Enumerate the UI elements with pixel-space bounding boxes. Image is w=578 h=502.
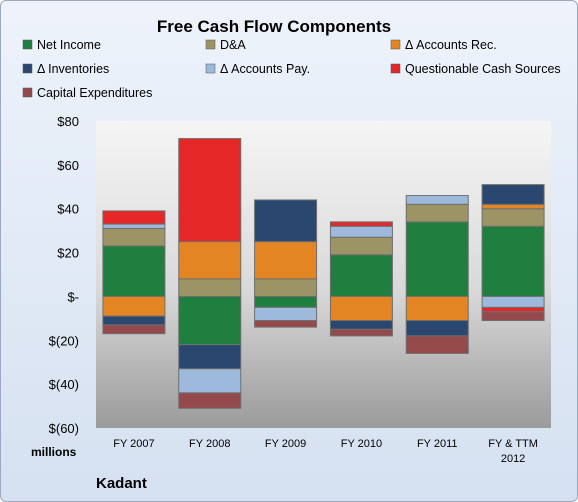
legend-label-net-income: Net Income <box>37 38 101 52</box>
bar-segment-net-income <box>329 254 393 297</box>
legend-swatch-inventories <box>22 63 33 74</box>
y-tick-label: $20 <box>57 246 79 261</box>
legend-label-accounts-pay: Δ Accounts Pay. <box>220 62 310 76</box>
bar-segment-inventories <box>329 320 393 330</box>
y-tick-label: $80 <box>57 114 79 129</box>
legend-swatch-net-income <box>22 39 33 50</box>
bar-segment-d-a <box>254 278 318 297</box>
bar-segment-accounts-rec <box>178 241 242 280</box>
bar-segment-accounts-rec <box>329 295 393 322</box>
bar-segment-accounts-pay <box>329 225 393 238</box>
y-tick-label: $(20) <box>49 333 79 348</box>
y-tick-label: $40 <box>57 202 79 217</box>
y-tick-label: $(40) <box>49 377 79 392</box>
x-axis: FY 2007 FY 2008 FY 2009 FY 2010 FY 2011 FY & … <box>113 438 538 465</box>
bar-segment-inventories <box>405 320 469 337</box>
bar-segment-capital-expenditures <box>102 324 166 335</box>
bar-segment-d-a <box>178 278 242 297</box>
bar-segment-capital-expenditures <box>254 320 318 328</box>
bars <box>102 138 545 409</box>
bar-segment-d-a <box>329 236 393 256</box>
y-tick-label: $(60) <box>49 421 79 436</box>
bar-segment-capital-expenditures <box>405 335 469 354</box>
bar-segment-accounts-pay <box>481 295 545 308</box>
bar-segment-accounts-pay <box>254 306 318 322</box>
legend-label-capital-expenditures: Capital Expenditures <box>37 86 152 100</box>
y-tick-label: $- <box>67 289 79 304</box>
legend-label-inventories: Δ Inventories <box>37 62 109 76</box>
bar-segment-inventories <box>481 184 545 205</box>
legend: Net Income D&A Δ Accounts Rec. Δ Inventorie… <box>22 38 561 100</box>
bar-segment-accounts-pay <box>178 368 242 394</box>
bar-segment-net-income <box>405 221 469 297</box>
x-tick-label: FY 2009 <box>265 438 306 450</box>
bar-segment-d-a <box>102 227 166 247</box>
x-tick-label: FY 2008 <box>189 438 230 450</box>
bar-segment-accounts-pay <box>102 223 166 229</box>
legend-swatch-questionable-cash-sources <box>390 63 401 74</box>
bar-segment-net-income <box>178 295 242 346</box>
bar-segment-questionable-cash-sources <box>329 221 393 227</box>
bar-segment-inventories <box>254 199 318 243</box>
bar-segment-questionable-cash-sources <box>178 138 242 243</box>
legend-label-questionable-cash-sources: Questionable Cash Sources <box>405 62 561 76</box>
plot-area <box>96 121 551 428</box>
bar-segment-accounts-pay <box>405 195 469 205</box>
legend-swatch-accounts-rec <box>390 39 401 50</box>
bar-segment-capital-expenditures <box>481 311 545 322</box>
y-axis: $80 $60 $40 $20 $- $(20) $(40) $(60) <box>49 114 79 436</box>
bar-segment-accounts-rec <box>254 241 318 280</box>
legend-label-accounts-rec: Δ Accounts Rec. <box>405 38 497 52</box>
legend-swatch-d-a <box>205 39 216 50</box>
legend-swatch-accounts-pay <box>205 63 216 74</box>
bar-segment-accounts-rec <box>481 203 545 210</box>
bar-segment-accounts-rec <box>405 295 469 322</box>
x-tick-label: FY 2007 <box>113 438 154 450</box>
x-tick-label: FY 2011 <box>417 438 458 450</box>
bar-segment-accounts-rec <box>102 295 166 317</box>
chart-title: Free Cash Flow Components <box>157 17 391 36</box>
bar-segment-d-a <box>481 208 545 227</box>
bar-segment-net-income <box>102 245 166 297</box>
bar-segment-net-income <box>254 295 318 308</box>
x-tick-label: FY & TTM 2012 <box>488 438 538 465</box>
bar-segment-net-income <box>481 225 545 297</box>
bar-segment-questionable-cash-sources <box>481 306 545 313</box>
y-tick-label: $60 <box>57 158 79 173</box>
bar-segment-capital-expenditures <box>329 328 393 337</box>
bar-segment-questionable-cash-sources <box>102 210 166 225</box>
unit-label: millions <box>31 445 77 459</box>
bar-segment-capital-expenditures <box>178 392 242 409</box>
legend-label-d-a: D&A <box>220 38 246 52</box>
bar-segment-inventories <box>178 344 242 370</box>
bar-segment-d-a <box>405 203 469 223</box>
bar-segment-inventories <box>102 315 166 326</box>
legend-swatch-capital-expenditures <box>22 87 33 98</box>
x-tick-label: FY 2010 <box>341 438 382 450</box>
source-label: Kadant <box>96 475 147 492</box>
